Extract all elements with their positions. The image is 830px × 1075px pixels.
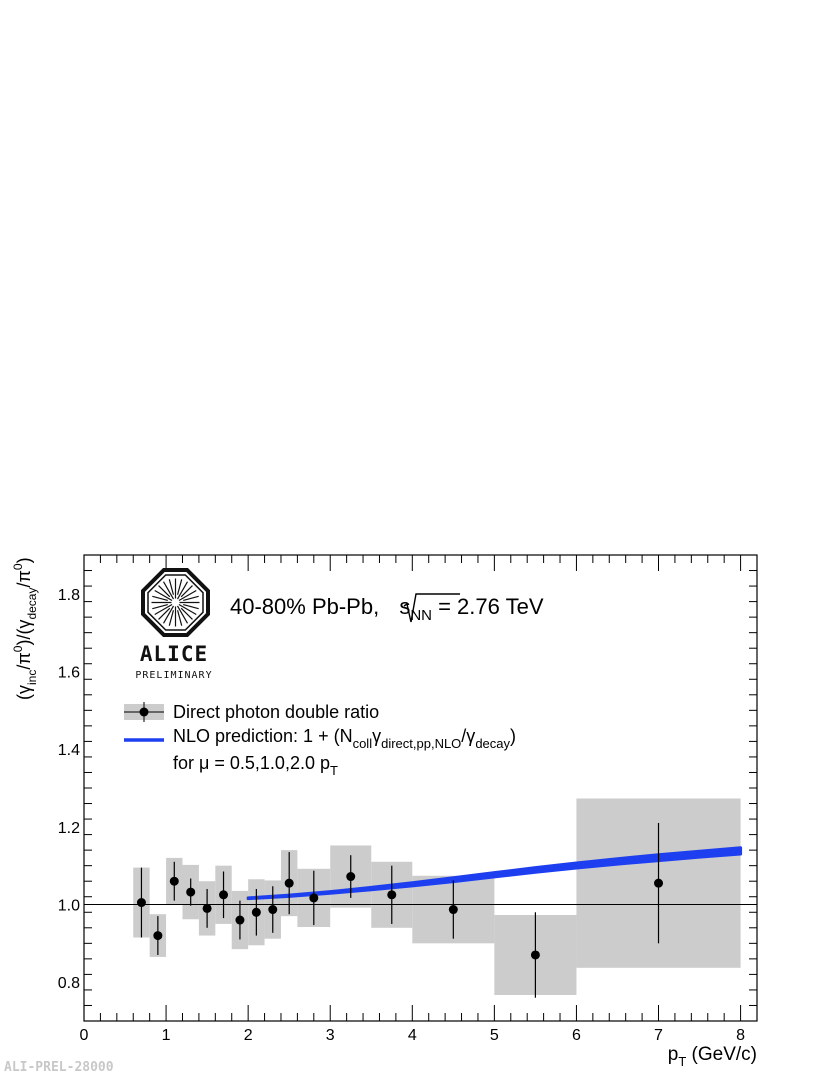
alice-logo-ray [152, 595, 168, 602]
sqrt-sign [403, 593, 460, 623]
data-point-0 [136, 898, 146, 908]
alice-logo-ray [183, 595, 199, 602]
alice-logo-ray [162, 581, 175, 600]
x-tick-label-8: 8 [736, 1027, 745, 1044]
alice-logo-ray [176, 579, 183, 595]
x-tick-label-5: 5 [490, 1027, 499, 1044]
y-tick-label-1: 1.0 [58, 898, 80, 915]
x-tick-label-6: 6 [572, 1027, 581, 1044]
alice-logo-ray [176, 610, 183, 626]
data-point-1 [153, 931, 163, 941]
energy-label: 40-80% Pb-Pb, sNN = 2.76 TeV [230, 594, 544, 624]
alice-logo-ray [176, 605, 189, 624]
alice-logo-ray [180, 585, 193, 598]
nlo-prediction-band [246, 846, 743, 901]
x-tick-label-4: 4 [408, 1027, 417, 1044]
axis-ticks [83, 554, 758, 1022]
legend-data-swatch-marker [139, 707, 149, 717]
data-point-5 [219, 890, 229, 900]
data-points [136, 872, 664, 960]
data-point-10 [309, 893, 319, 903]
data-point-9 [284, 878, 294, 888]
alice-logo-ray [154, 603, 173, 616]
x-tick-label-0: 0 [80, 1027, 89, 1044]
alice-logo-ray [183, 603, 199, 610]
x-axis-title: pT (GeV/c) [668, 1044, 757, 1069]
footer-label: ALI-PREL-28000 [4, 1060, 114, 1075]
x-tick-label-7: 7 [654, 1027, 663, 1044]
y-tick-label-4: 1.6 [58, 665, 80, 682]
data-point-4 [202, 903, 212, 913]
x-tick-label-1: 1 [162, 1027, 171, 1044]
alice-logo-ray [178, 603, 197, 616]
data-point-7 [251, 907, 261, 917]
legend-data-label: Direct photon double ratio [173, 702, 379, 722]
alice-logo-ray [152, 603, 168, 610]
data-point-11 [346, 872, 356, 882]
legend-nlo-label: NLO prediction: 1 + (Ncollγdirect,pp,NLO… [173, 726, 516, 751]
y-axis-title: (γinc/π0)/(γdecay/π0) [11, 557, 39, 700]
data-point-14 [530, 950, 540, 960]
legend: Direct photon double ratio NLO predictio… [124, 702, 516, 778]
axis-tick-labels: 0 1 2 3 4 5 6 7 8 0.8 1.0 1.2 1.4 1.6 1.8 [58, 587, 745, 1044]
y-tick-label-3: 1.4 [58, 742, 80, 759]
alice-logo-ray [168, 579, 175, 595]
data-point-12 [387, 890, 397, 900]
alice-logo-ray [178, 589, 197, 602]
data-point-13 [448, 905, 458, 915]
alice-logo-ray [158, 585, 171, 598]
alice-logo-rays [151, 578, 200, 627]
alice-logo-ray [162, 605, 175, 624]
legend-mu-label: for μ = 0.5,1.0,2.0 pT [173, 753, 338, 778]
data-point-8 [268, 905, 278, 915]
x-tick-label-3: 3 [326, 1027, 335, 1044]
alice-logo-ray [176, 581, 189, 600]
alice-logo-ray [168, 610, 175, 626]
alice-logo-word: ALICE [140, 642, 208, 666]
alice-logo-subtitle: PRELIMINARY [135, 670, 212, 681]
alice-logo-ray [180, 607, 193, 620]
y-tick-label-0: 0.8 [58, 975, 80, 992]
alice-logo: ALICE PRELIMINARY [135, 568, 212, 681]
alice-logo-ray [154, 589, 173, 602]
alice-logo-ray [158, 607, 171, 620]
data-point-3 [186, 887, 196, 897]
alice-logo-inner-octagon [147, 574, 204, 631]
alice-logo-octagon [141, 568, 210, 637]
data-point-15 [654, 878, 664, 888]
data-point-2 [169, 876, 179, 886]
y-tick-label-5: 1.8 [58, 587, 80, 604]
data-point-6 [235, 915, 245, 925]
y-tick-label-2: 1.2 [58, 820, 80, 837]
x-tick-label-2: 2 [244, 1027, 253, 1044]
